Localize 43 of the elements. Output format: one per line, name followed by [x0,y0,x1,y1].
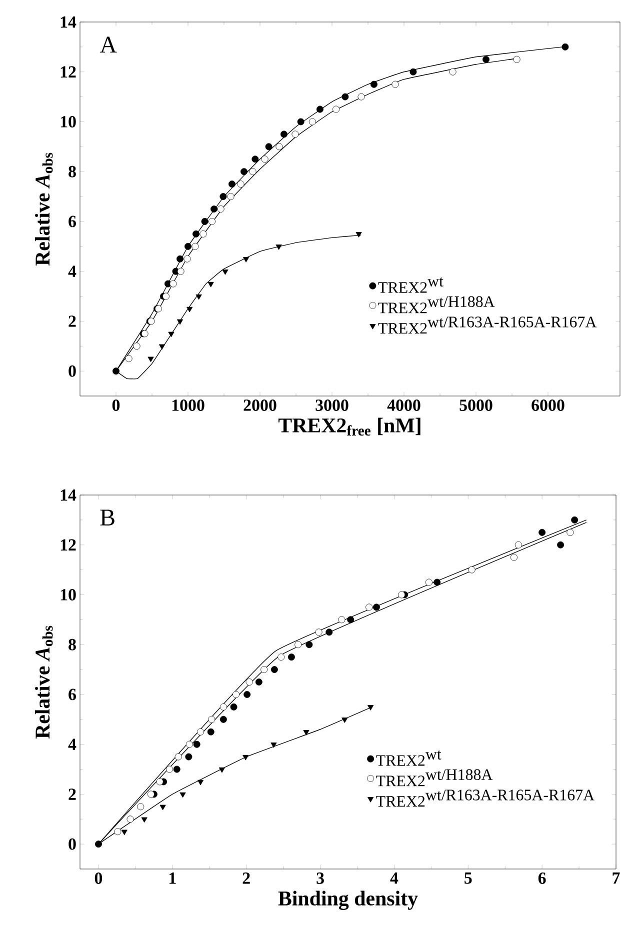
legend-label: $\textrm{TREX2}^{\textrm{wt}}$ [376,750,442,766]
y-axis-title: Relative A$_{obs}$ [34,626,53,739]
x-tick-label: 0 [112,400,120,411]
legend-label: $\textrm{TREX2}^{\textrm{wt/R163A-R165A-R167A}}$ [376,790,594,807]
legend-label: $\textrm{TREX2}^{\textrm{wt/R163A-R165A-R167A}}$ [378,316,597,334]
y-tick-label: 8 [68,166,76,178]
x-tick-label: 6000 [532,400,564,411]
legend-label: $\textrm{TREX2}^{\textrm{wt/H188A}}$ [378,296,495,314]
legend-label: $\textrm{TREX2}^{\textrm{wt/H188A}}$ [376,769,493,786]
x-tick-label: 5000 [460,400,492,411]
x-tick-label: 3000 [316,400,348,411]
y-tick-label: 8 [68,638,76,650]
x-tick-label: 4 [390,872,398,884]
y-tick-label: 10 [60,589,76,600]
x-tick-label: 3 [316,872,324,884]
x-tick-label: 1000 [172,400,204,411]
legend-label: $\textrm{TREX2}^{\textrm{wt}}$ [378,277,444,293]
y-tick-label: 14 [60,489,76,501]
annotation: B [100,510,114,526]
x-axis-title: TREX2$_{free}$ [nM] [278,418,420,436]
x-tick-label: 2000 [244,400,276,411]
x-tick-label: 5 [464,872,472,884]
x-axis-title: Binding density [278,890,418,910]
y-tick-label: 12 [60,66,76,78]
x-tick-label: 7 [612,872,620,884]
y-tick-label: 6 [68,688,76,700]
y-tick-label: 12 [60,539,76,550]
y-tick-label: 2 [68,316,76,327]
y-tick-label: 0 [68,365,76,377]
annotation: A [100,36,117,53]
y-tick-label: 0 [68,838,76,850]
x-tick-label: 0 [94,872,102,884]
y-tick-label: 4 [68,266,76,277]
y-tick-label: 2 [68,788,76,800]
x-tick-label: 4000 [387,400,420,411]
y-tick-label: 6 [68,216,76,228]
x-tick-label: 2 [242,872,250,884]
x-tick-label: 1 [170,872,176,884]
y-tick-label: 14 [60,16,76,28]
x-tick-label: 6 [538,872,546,884]
y-tick-label: 4 [68,738,76,750]
y-axis-title: Relative A$_{obs}$ [34,152,53,266]
y-tick-label: 10 [60,116,76,128]
